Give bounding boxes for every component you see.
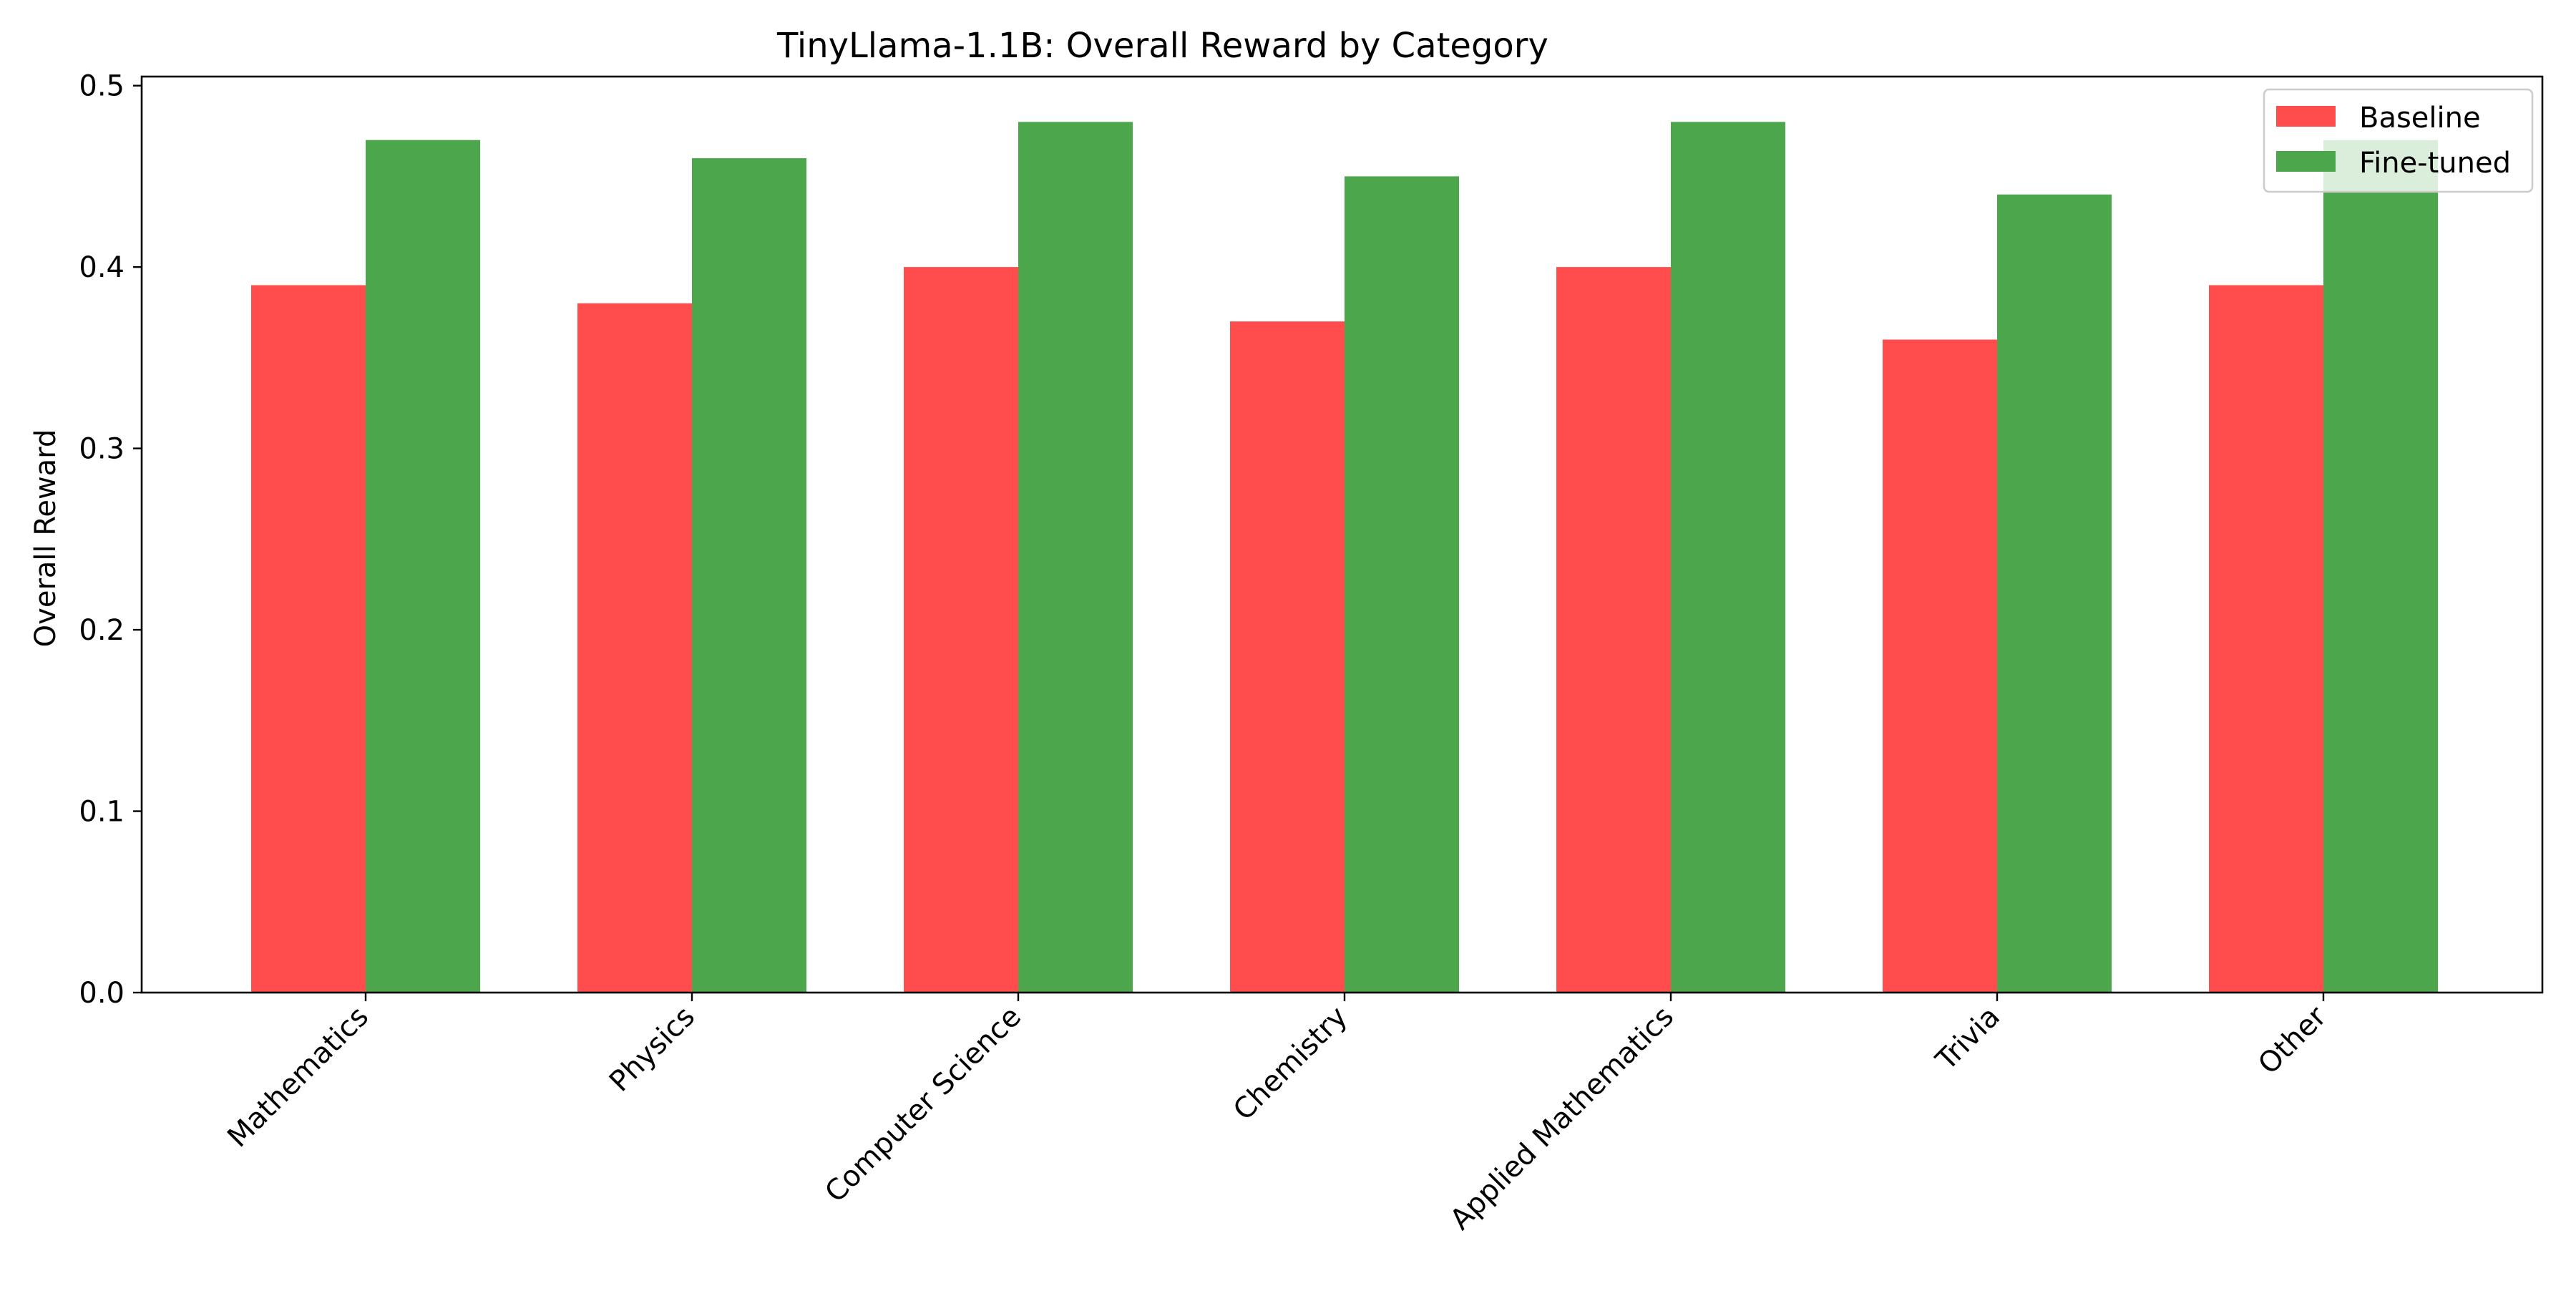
legend: Baseline Fine-tuned — [2263, 88, 2534, 193]
bar-fine-tuned-trivia — [1997, 194, 2112, 993]
y-tick-label-2: 0.2 — [79, 614, 125, 647]
legend-label-fine-tuned: Fine-tuned — [2359, 147, 2511, 180]
legend-swatch-baseline — [2276, 106, 2336, 127]
bar-baseline-physics — [577, 303, 692, 993]
y-axis-label: Overall Reward — [29, 429, 62, 648]
y-tick-label-3: 0.3 — [79, 433, 125, 466]
legend-label-baseline: Baseline — [2359, 102, 2481, 135]
y-tick-label-4: 0.4 — [79, 251, 125, 284]
bar-baseline-trivia — [1883, 339, 1997, 993]
bar-fine-tuned-applied-mathematics — [1671, 122, 1785, 993]
y-axis-ticks: 0.0 0.1 0.2 0.3 0.4 0.5 — [79, 70, 142, 1010]
bar-fine-tuned-chemistry — [1345, 176, 1459, 993]
bar-fine-tuned-other — [2323, 140, 2438, 993]
bar-baseline-other — [2209, 285, 2323, 993]
bar-fine-tuned-computer-science — [1018, 122, 1133, 993]
bar-baseline-mathematics — [251, 285, 366, 993]
y-tick-label-1: 0.1 — [79, 796, 125, 829]
bar-baseline-applied-mathematics — [1556, 267, 1671, 993]
y-tick-label-0: 0.0 — [79, 977, 125, 1010]
bar-baseline-chemistry — [1230, 321, 1345, 993]
bar-fine-tuned-mathematics — [366, 140, 480, 993]
legend-swatch-fine-tuned — [2276, 151, 2336, 172]
bar-fine-tuned-physics — [692, 158, 806, 993]
bar-baseline-computer-science — [904, 267, 1018, 993]
y-tick-label-5: 0.5 — [79, 70, 125, 103]
chart-title: TinyLlama-1.1B: Overall Reward by Catego… — [776, 26, 1548, 66]
plot-area-frame — [140, 75, 2544, 994]
bars-layer — [251, 122, 2438, 993]
